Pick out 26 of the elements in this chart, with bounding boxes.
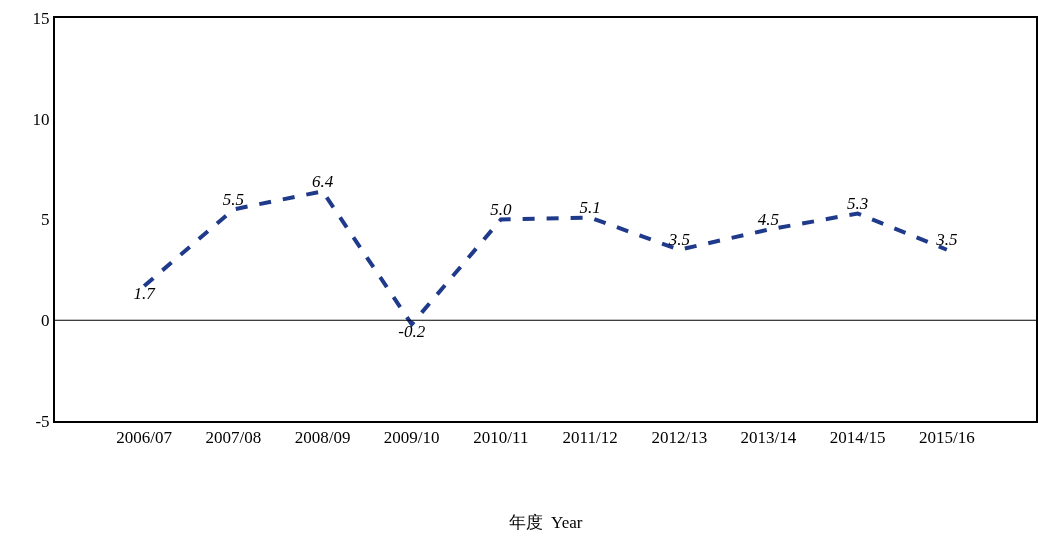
y-tick-label: 15 [32, 8, 50, 28]
x-tick-label: 2006/07 [116, 428, 173, 448]
x-axis-title: 年度 Year [508, 513, 583, 533]
data-label: 1.7 [133, 283, 157, 303]
data-label: 5.5 [222, 190, 244, 210]
y-tick-label: 0 [41, 311, 50, 331]
x-tick-label: 2008/09 [294, 428, 351, 448]
x-tick-label: 2010/11 [473, 428, 529, 448]
data-label: 5.1 [579, 198, 601, 218]
x-tick-label: 2012/13 [651, 428, 708, 448]
x-tick-label: 2011/12 [562, 428, 618, 448]
x-tick-label: 2014/15 [829, 428, 886, 448]
data-label: 5.0 [490, 200, 513, 220]
x-tick-label: 2015/16 [918, 428, 975, 448]
x-tick-label: 2013/14 [740, 428, 797, 448]
data-label: -0.2 [398, 322, 426, 342]
data-label: 3.5 [667, 230, 690, 250]
y-tick-label: 5 [41, 210, 50, 230]
y-tick-label: 10 [32, 109, 50, 129]
data-label: 5.3 [847, 194, 869, 214]
data-label: 3.5 [935, 230, 958, 250]
x-tick-label: 2007/08 [205, 428, 262, 448]
data-label: 6.4 [311, 172, 334, 192]
x-tick-label: 2009/10 [383, 428, 440, 448]
data-label: 4.5 [757, 210, 780, 230]
y-tick-label: -5 [35, 411, 50, 431]
